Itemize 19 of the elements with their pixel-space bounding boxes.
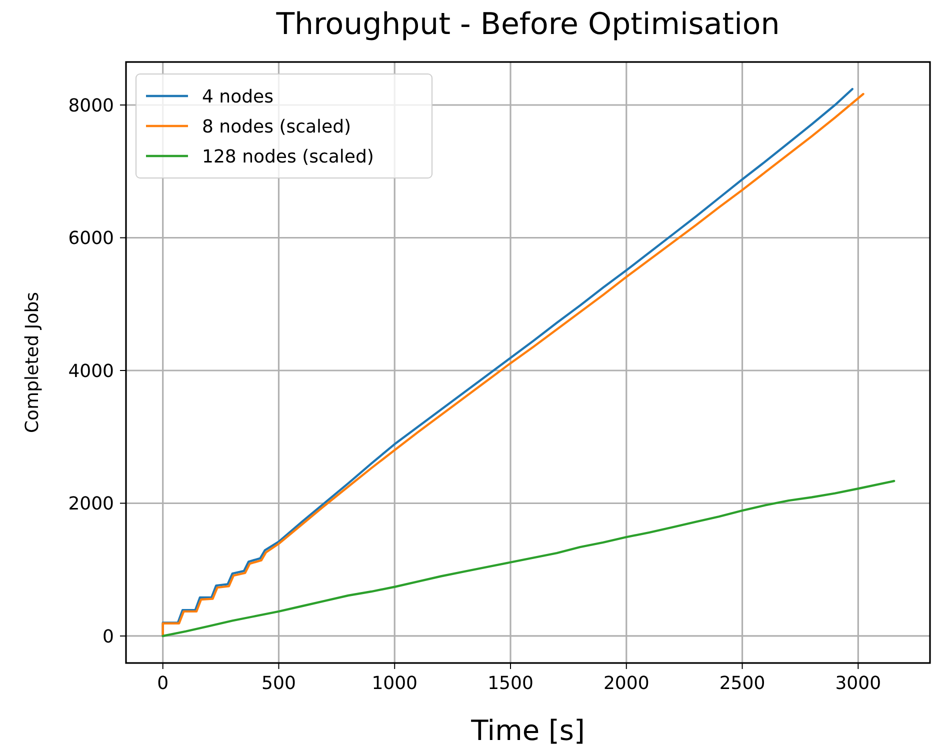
y-tick-label: 0 [102, 626, 114, 648]
y-tick-label: 2000 [68, 494, 114, 515]
x-tick-label: 1500 [488, 673, 534, 694]
legend-label: 4 nodes [202, 86, 274, 108]
y-tick-label: 4000 [68, 360, 114, 382]
x-tick-label: 2500 [719, 673, 766, 694]
x-axis-title: Time [s] [470, 714, 585, 747]
line-series [162, 480, 896, 638]
x-tick-label: 500 [262, 673, 296, 694]
y-tick-label: 6000 [68, 228, 114, 250]
y-axis-title: Completed Jobs [22, 292, 43, 434]
y-tick-label: 8000 [68, 95, 114, 116]
x-tick-label: 1000 [372, 673, 418, 694]
chart-title: Throughput - Before Optimisation [275, 7, 780, 42]
x-tick-label: 3000 [835, 673, 882, 694]
legend-label: 128 nodes (scaled) [202, 146, 374, 168]
legend-label: 8 nodes (scaled) [202, 116, 352, 138]
x-tick-label: 0 [157, 673, 169, 694]
x-tick-label: 2000 [603, 673, 650, 694]
